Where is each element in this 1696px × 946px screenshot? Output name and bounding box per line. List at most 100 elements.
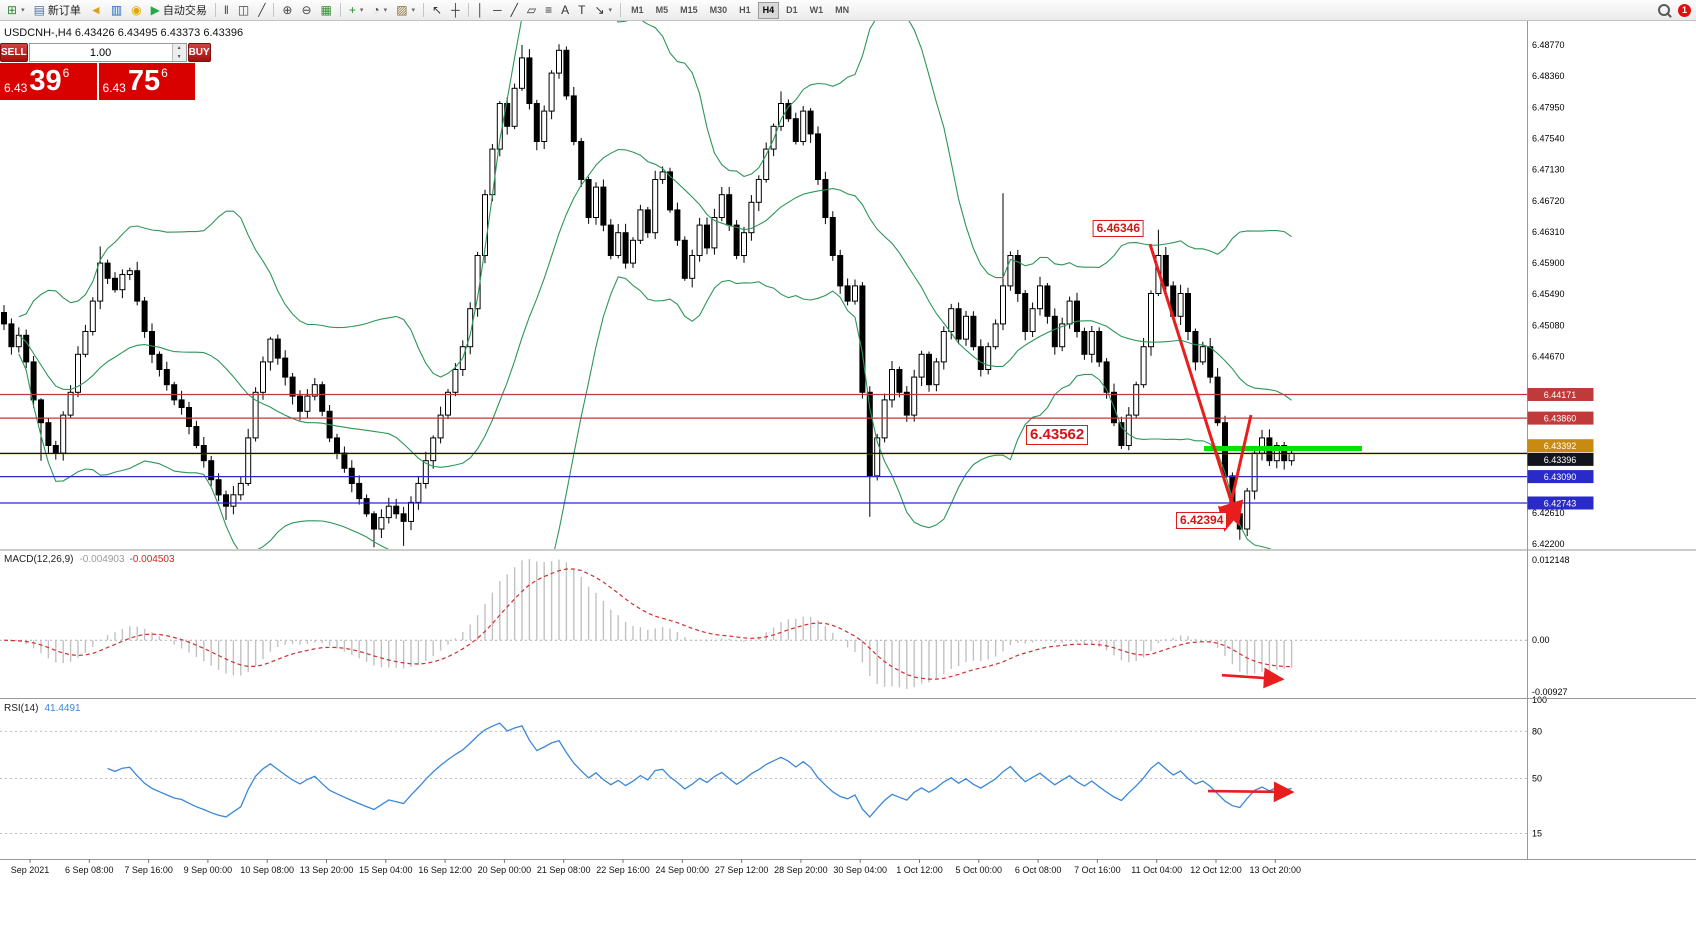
price-tag-6.43396[interactable]: [1527, 452, 1594, 466]
new-order-button[interactable]: ▤ 新订单: [30, 1, 85, 19]
bars-chart-icon: ‖: [223, 3, 229, 17]
rsi-panel: [0, 722, 1527, 834]
chart-canvas[interactable]: MACD(12,26,9) -0.004903 -0.004503 0.012148 0…: [0, 21, 1696, 946]
volume-increase-button[interactable]: ▲: [172, 44, 186, 53]
candles-chart-button[interactable]: ◫: [234, 1, 253, 19]
timeframe-m1-button[interactable]: M1: [626, 2, 649, 19]
toolbar-separator: [214, 3, 216, 17]
sell-price-big: 39: [29, 65, 62, 97]
horizontal-line-button[interactable]: ─: [489, 1, 506, 19]
time-axis-label: 22 Sep 16:00: [596, 865, 650, 875]
volume-input[interactable]: [29, 44, 172, 61]
line-chart-icon: ╱: [258, 3, 266, 17]
market-button[interactable]: ▥: [107, 1, 126, 19]
price-tag-6.44171[interactable]: [1527, 388, 1594, 401]
autotrading-button[interactable]: ▶ 自动交易: [147, 1, 211, 19]
macd-axis-label: 0.00: [1532, 635, 1550, 645]
price-tag-6.43392[interactable]: [1527, 439, 1594, 453]
vertical-line-button[interactable]: │: [473, 1, 489, 19]
signals-button[interactable]: ◄: [86, 1, 106, 19]
trend-arrow-2[interactable]: [1217, 414, 1253, 532]
time-axis-label: 7 Oct 16:00: [1074, 865, 1121, 875]
time-axis-label: 6 Oct 08:00: [1015, 865, 1062, 875]
volume-decrease-button[interactable]: ▼: [172, 52, 186, 61]
new-order-icon: ▤: [33, 3, 45, 17]
price-annotation-6.46346[interactable]: 6.46346: [1092, 220, 1144, 238]
time-axis-label: 12 Oct 12:00: [1190, 865, 1242, 875]
fibonacci-icon: ≡: [545, 3, 553, 17]
trendline-icon: ╱: [510, 3, 518, 17]
macd-arrow-annotation[interactable]: [1221, 667, 1285, 689]
sell-price[interactable]: 6.43 39 6: [0, 63, 97, 100]
rsi-arrow-annotation[interactable]: [1207, 781, 1295, 803]
cursor-icon: ↖: [432, 3, 443, 17]
periods-button[interactable]: ◔ ▾: [368, 1, 391, 19]
label-button[interactable]: T: [574, 1, 589, 19]
time-axis-label: 13 Oct 20:00: [1250, 865, 1302, 875]
new-chart-button[interactable]: ⊞ ▾: [3, 1, 29, 19]
price-tag-6.43090[interactable]: [1527, 470, 1594, 484]
templates-button[interactable]: ▨ ▾: [392, 1, 419, 19]
price-axis-tick: 6.48770: [1532, 40, 1565, 50]
periods-icon: ◔: [372, 3, 380, 17]
dropdown-arrow-icon: ▾: [608, 7, 613, 14]
trendline-button[interactable]: ╱: [507, 1, 522, 19]
price-tag-6.42743[interactable]: [1527, 496, 1594, 510]
time-axis-label: 21 Sep 08:00: [537, 865, 591, 875]
arrows-button[interactable]: ↘ ▾: [590, 1, 616, 19]
text-icon: A: [561, 3, 570, 17]
vertical-line-icon: │: [476, 3, 485, 17]
notification-badge[interactable]: 1: [1678, 3, 1691, 17]
community-button[interactable]: ◉: [127, 1, 145, 19]
search-icon[interactable]: [1658, 4, 1670, 16]
time-axis-label: Sep 2021: [11, 865, 50, 875]
indicators-button[interactable]: + ▾: [345, 1, 368, 19]
timeframe-m5-button[interactable]: M5: [651, 2, 674, 19]
timeframe-m30-button[interactable]: M30: [705, 2, 733, 19]
cursor-button[interactable]: ↖: [428, 1, 446, 19]
bollinger-middle-band: [18, 148, 1292, 468]
buy-price-sup: 6: [161, 66, 168, 80]
timeframe-mn-button[interactable]: MN: [830, 2, 854, 19]
arrows-icon: ↘: [594, 3, 605, 17]
time-axis-label: 20 Sep 00:00: [478, 865, 532, 875]
timeframe-h1-button[interactable]: H1: [734, 2, 756, 19]
timeframe-group: M1 M5 M15 M30 H1 H4 D1 W1 MN: [625, 1, 855, 19]
macd-indicator-label: MACD(12,26,9) -0.004903 -0.004503: [4, 554, 175, 565]
crosshair-button[interactable]: ┼: [447, 1, 464, 19]
dropdown-arrow-icon: ▾: [383, 7, 388, 14]
line-chart-button[interactable]: ╱: [254, 1, 269, 19]
timeframe-h4-button[interactable]: H4: [757, 1, 780, 19]
text-button[interactable]: A: [557, 1, 573, 19]
toolbar-buttons-group: ⊞ ▾ ▤ 新订单 ◄ ▥ ◉ ▶ 自动交易 ‖ ◫ ╱ ⊕ ⊖ ▦ + ▾ ◔ ▾ ▨ ▾ ↖ ┼ │ ─ ╱ ▱ ≡ A T ↘ ▾: [3, 1, 624, 19]
tile-windows-button[interactable]: ▦: [317, 1, 336, 19]
bars-chart-button[interactable]: ‖: [220, 1, 233, 19]
channel-icon: ▱: [526, 3, 537, 17]
timeframe-d1-button[interactable]: D1: [781, 2, 803, 19]
timeframe-w1-button[interactable]: W1: [805, 2, 829, 19]
dropdown-arrow-icon: ▾: [411, 7, 416, 14]
bollinger-lower-band: [18, 276, 1272, 549]
sell-button[interactable]: SELL: [0, 43, 28, 62]
channel-button[interactable]: ▱: [523, 1, 540, 19]
fibonacci-button[interactable]: ≡: [541, 1, 556, 19]
price-tag-text: 6.44171: [1544, 390, 1577, 400]
price-tag-6.43860[interactable]: [1527, 411, 1594, 425]
main-price-chart[interactable]: [0, 21, 1527, 665]
price-tag-text: 6.43396: [1544, 455, 1577, 465]
time-axis-label: 15 Sep 04:00: [359, 865, 413, 875]
trend-arrow-1[interactable]: [1148, 243, 1244, 526]
buy-button[interactable]: BUY: [187, 43, 211, 62]
time-axis-label: 30 Sep 04:00: [833, 865, 887, 875]
zoom-out-button[interactable]: ⊖: [297, 1, 315, 19]
buy-price[interactable]: 6.43 75 6: [98, 63, 195, 100]
timeframe-m15-button[interactable]: M15: [675, 2, 703, 19]
candlestick-series: [1, 44, 1295, 548]
price-tag-text: 6.43090: [1544, 472, 1577, 482]
trade-prices-row: 6.43 39 6 6.43 75 6: [0, 63, 195, 100]
main-toolbar: ⊞ ▾ ▤ 新订单 ◄ ▥ ◉ ▶ 自动交易 ‖ ◫ ╱ ⊕ ⊖ ▦ + ▾ ◔ ▾ ▨ ▾ ↖ ┼ │ ─ ╱ ▱ ≡ A T ↘ ▾ M1…: [0, 0, 1696, 21]
chart-ohlc-header: USDCNH-,H4 6.43426 6.43495 6.43373 6.433…: [4, 27, 244, 39]
price-annotation-6.42394[interactable]: 6.42394: [1176, 512, 1228, 530]
zoom-in-button[interactable]: ⊕: [278, 1, 296, 19]
price-annotation-6.43562[interactable]: 6.43562: [1026, 424, 1089, 446]
